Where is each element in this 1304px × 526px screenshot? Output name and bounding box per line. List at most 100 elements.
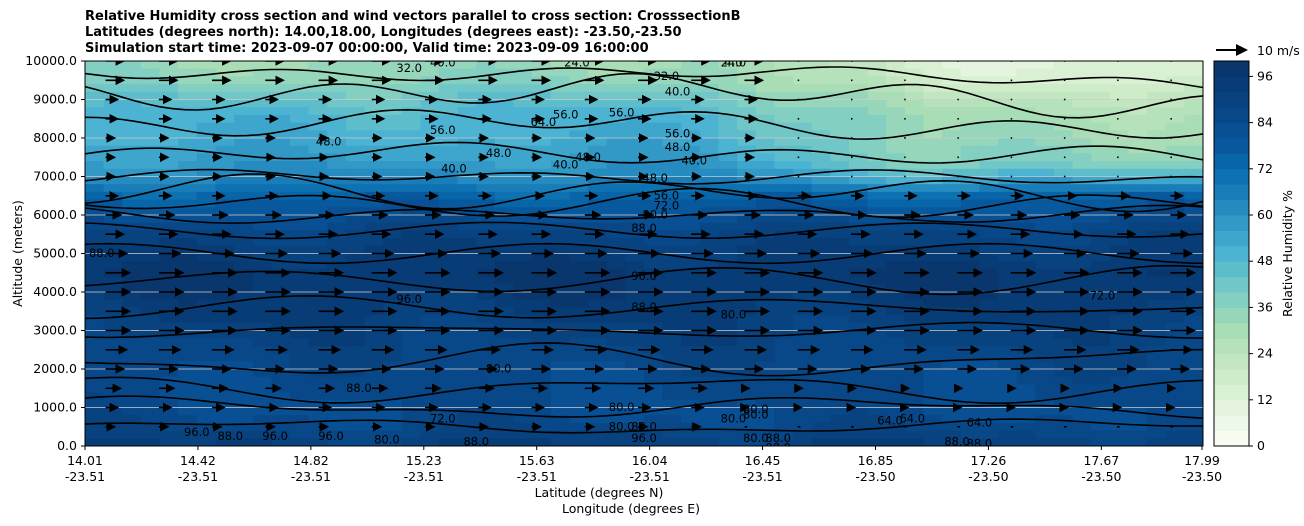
humidity-cell [606,369,626,378]
humidity-cell [1184,415,1203,424]
humidity-cell [401,84,421,93]
humidity-cell [923,438,943,446]
humidity-cell [662,76,682,85]
humidity-cell [774,307,794,316]
humidity-cell [439,338,459,347]
humidity-cell [457,91,477,101]
humidity-cell [1165,222,1185,231]
x-tick-label-lat: 15.23 [406,453,442,468]
humidity-cell [662,61,682,70]
humidity-cell [513,430,533,439]
humidity-cell [867,107,887,116]
humidity-cell [904,222,925,231]
humidity-cell [252,238,272,247]
humidity-cell [327,261,347,270]
humidity-cell [383,107,403,116]
humidity-cell [1109,276,1130,285]
humidity-cell [383,230,403,239]
humidity-cell [699,292,720,301]
humidity-cell [401,376,421,385]
humidity-cell [774,245,794,255]
humidity-cell [1165,422,1185,432]
humidity-cell [513,161,533,170]
humidity-cell [1147,184,1167,193]
humidity-cell [1147,84,1167,93]
humidity-cell [699,438,720,446]
humidity-cell [699,338,720,347]
humidity-cell [718,299,738,308]
humidity-cell [178,284,198,293]
humidity-cell [904,284,925,293]
humidity-cell [718,153,738,162]
humidity-cell [960,91,980,101]
humidity-cell [364,91,384,101]
humidity-cell [793,61,813,70]
humidity-cell [1147,122,1167,131]
humidity-cell [513,184,533,193]
humidity-cell [774,61,794,70]
humidity-cell [345,407,366,416]
humidity-cell [1053,422,1074,432]
colorbar-tick-label: 48 [1257,253,1273,268]
humidity-cell [942,415,962,424]
humidity-cell [848,153,869,162]
humidity-cell [644,130,664,139]
humidity-cell [923,114,943,124]
humidity-cell [998,376,1018,385]
humidity-cell [401,369,421,378]
humidity-cell [998,430,1018,439]
colorbar-frame [1213,60,1250,447]
humidity-cell [550,215,571,224]
humidity-cell [718,430,738,439]
humidity-cell [159,245,179,255]
humidity-cell [1072,122,1092,131]
humidity-cell [569,91,589,101]
humidity-cell [737,392,757,401]
humidity-cell [85,276,105,285]
humidity-cell [774,168,794,178]
humidity-cell [271,330,291,339]
humidity-cell [960,376,980,385]
humidity-cell [532,299,552,308]
humidity-cell [1035,199,1055,208]
humidity-cell [606,415,626,424]
humidity-cell [699,138,720,147]
humidity-cell [718,345,738,355]
x-axis: 14.01-23.5114.42-23.5114.82-23.5115.23-2… [65,446,1222,484]
humidity-cell [308,99,328,108]
humidity-cell [904,153,925,162]
humidity-cell [662,415,682,424]
humidity-cell [811,245,831,255]
humidity-cell [681,99,701,108]
colorbar-swatch [1214,384,1249,401]
humidity-cell [867,307,887,316]
humidity-cell [140,68,161,77]
humidity-cell [494,438,515,446]
humidity-cell [364,361,384,370]
humidity-cell [252,330,272,339]
humidity-cell [103,107,123,116]
humidity-cell [1091,307,1111,316]
humidity-cell [886,376,906,385]
humidity-cell [122,253,142,262]
humidity-cell [1035,122,1055,131]
humidity-cell [699,207,720,216]
humidity-cell [606,199,626,208]
humidity-cell [774,284,794,293]
humidity-cell [271,84,291,93]
humidity-cell [979,376,999,385]
humidity-cell [830,199,850,208]
humidity-cell [569,253,589,262]
humidity-cell [793,215,813,224]
humidity-cell [439,245,459,255]
humidity-cell [532,84,552,93]
humidity-cell [513,238,533,247]
humidity-cell [401,399,421,409]
humidity-cell [1016,430,1036,439]
humidity-cell [830,161,850,170]
humidity-cell [178,122,198,131]
humidity-cell [140,338,161,347]
humidity-cell [122,199,142,208]
y-tick-label: 9000.0 [33,92,77,107]
humidity-cell [401,361,421,370]
